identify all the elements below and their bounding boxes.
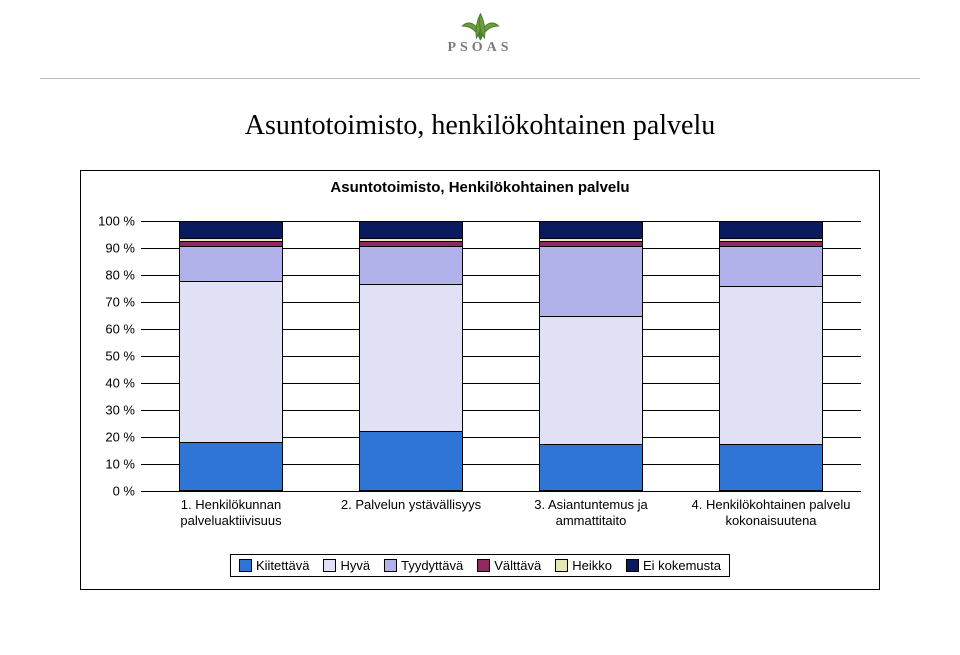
bar-slot	[141, 221, 321, 491]
stacked-bar	[359, 221, 463, 491]
logo: PSOAS	[447, 12, 512, 56]
logo-text: PSOAS	[447, 40, 512, 56]
legend-item: Kiitettävä	[239, 558, 309, 573]
bar-segment-ei-kokemusta	[180, 222, 282, 238]
page: PSOAS Asuntotoimisto, henkilökohtainen p…	[0, 0, 960, 655]
y-tick-label: 80 %	[105, 268, 141, 283]
bar-segment-tyydyttävä	[540, 246, 642, 316]
bar-slot	[681, 221, 861, 491]
legend-label: Ei kokemusta	[643, 558, 721, 573]
bar-segment-ei-kokemusta	[540, 222, 642, 238]
bar-segment-ei-kokemusta	[360, 222, 462, 238]
legend-swatch	[323, 559, 336, 572]
chart-frame: Asuntotoimisto, Henkilökohtainen palvelu…	[80, 170, 880, 590]
legend-item: Heikko	[555, 558, 612, 573]
y-tick-label: 40 %	[105, 376, 141, 391]
legend-item: Tyydyttävä	[384, 558, 463, 573]
legend-label: Hyvä	[340, 558, 370, 573]
bar-segment-kiitettävä	[180, 442, 282, 490]
main-title: Asuntotoimisto, henkilökohtainen palvelu	[0, 110, 960, 142]
x-tick-label: 3. Asiantuntemus ja ammattitaito	[501, 497, 681, 528]
legend-item: Hyvä	[323, 558, 370, 573]
header-divider	[40, 78, 920, 79]
bar-segment-kiitettävä	[720, 444, 822, 490]
stacked-bar	[539, 221, 643, 491]
bar-segment-hyvä	[720, 286, 822, 444]
leaf-icon	[452, 12, 508, 42]
stacked-bar	[719, 221, 823, 491]
stacked-bar	[179, 221, 283, 491]
legend-item: Välttävä	[477, 558, 541, 573]
bar-segment-ei-kokemusta	[720, 222, 822, 238]
x-tick-label: 2. Palvelun ystävällisyys	[321, 497, 501, 513]
legend-label: Heikko	[572, 558, 612, 573]
chart-title: Asuntotoimisto, Henkilökohtainen palvelu	[81, 179, 879, 196]
y-tick-label: 70 %	[105, 295, 141, 310]
plot-area: 0 %10 %20 %30 %40 %50 %60 %70 %80 %90 %1…	[141, 221, 861, 491]
gridline	[141, 491, 861, 492]
y-tick-label: 50 %	[105, 349, 141, 364]
legend-swatch	[477, 559, 490, 572]
legend-swatch	[239, 559, 252, 572]
y-tick-label: 30 %	[105, 403, 141, 418]
bars	[141, 221, 861, 491]
bar-slot	[501, 221, 681, 491]
bar-segment-tyydyttävä	[720, 246, 822, 286]
legend-swatch	[626, 559, 639, 572]
legend-item: Ei kokemusta	[626, 558, 721, 573]
bar-segment-kiitettävä	[360, 431, 462, 490]
y-tick-label: 100 %	[98, 214, 141, 229]
y-tick-label: 0 %	[113, 484, 141, 499]
legend-label: Kiitettävä	[256, 558, 309, 573]
legend-label: Tyydyttävä	[401, 558, 463, 573]
y-tick-label: 20 %	[105, 430, 141, 445]
legend-swatch	[555, 559, 568, 572]
y-tick-label: 90 %	[105, 241, 141, 256]
legend-label: Välttävä	[494, 558, 541, 573]
bar-segment-hyvä	[360, 284, 462, 431]
x-axis-labels: 1. Henkilökunnan palveluaktiivisuus2. Pa…	[141, 497, 861, 545]
bar-segment-hyvä	[180, 281, 282, 442]
y-tick-label: 10 %	[105, 457, 141, 472]
legend-swatch	[384, 559, 397, 572]
bar-slot	[321, 221, 501, 491]
x-tick-label: 1. Henkilökunnan palveluaktiivisuus	[141, 497, 321, 528]
bar-segment-tyydyttävä	[180, 246, 282, 281]
bar-segment-kiitettävä	[540, 444, 642, 490]
legend: Kiitettävä Hyvä Tyydyttävä Välttävä Heikko Ei…	[230, 554, 730, 577]
y-tick-label: 60 %	[105, 322, 141, 337]
bar-segment-tyydyttävä	[360, 246, 462, 284]
bar-segment-hyvä	[540, 316, 642, 445]
x-tick-label: 4. Henkilökohtainen palvelu kokonaisuute…	[681, 497, 861, 528]
